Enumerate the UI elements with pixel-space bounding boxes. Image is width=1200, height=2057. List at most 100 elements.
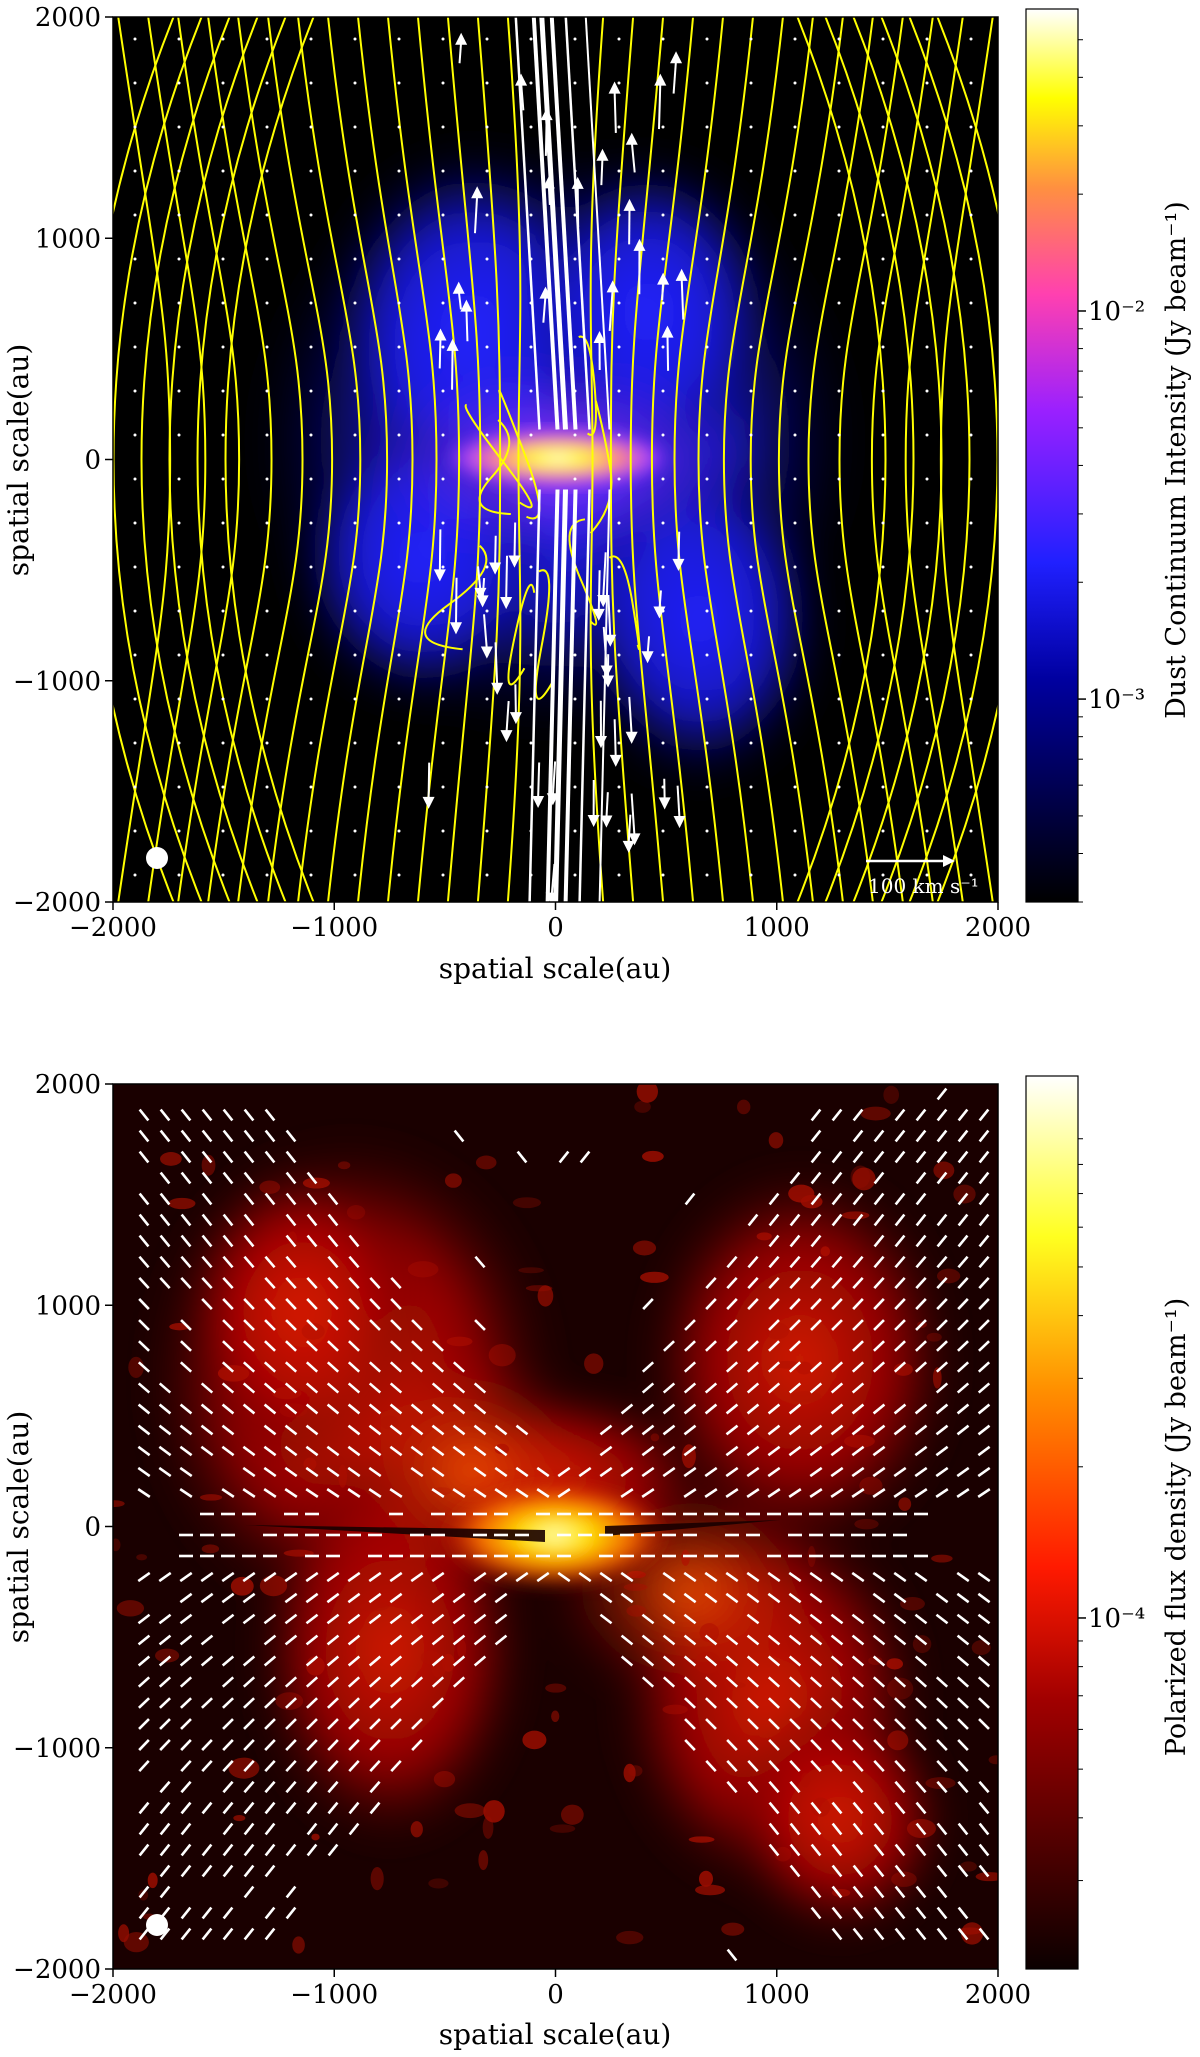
grid-dot <box>441 301 445 305</box>
polarization-vector <box>872 1655 886 1667</box>
grid-dot <box>925 829 929 833</box>
speckle <box>136 1554 148 1561</box>
polarization-vector <box>201 1129 213 1143</box>
grid-dot <box>265 697 269 701</box>
polarization-vector <box>851 1403 865 1415</box>
top-colorbar-label: Dust Continuum Intensity (Jy beam⁻¹) <box>1161 201 1192 719</box>
polarization-vector <box>704 1634 718 1646</box>
polarization-vector <box>494 1424 508 1436</box>
polarization-vector <box>222 1255 234 1269</box>
polarization-vector <box>158 1445 172 1457</box>
polarization-vector <box>662 1634 676 1646</box>
grid-dot <box>617 125 621 129</box>
grid-dot <box>705 81 709 85</box>
polarization-vector <box>599 1445 613 1457</box>
polarization-vector <box>348 1739 360 1751</box>
grid-dot <box>177 609 181 613</box>
polarization-vector <box>789 1319 801 1331</box>
grid-dot <box>353 609 357 613</box>
polarization-vector <box>201 1906 213 1920</box>
field-line <box>608 555 641 651</box>
polarization-vector <box>285 1739 297 1751</box>
polarization-vector <box>915 1255 927 1269</box>
polarization-vector <box>683 1655 697 1667</box>
polarization-vector <box>852 1801 864 1815</box>
polarization-vector <box>704 1592 718 1604</box>
y-tick-label: 1000 <box>35 224 101 254</box>
grid-dot <box>529 169 533 173</box>
polarization-vector <box>221 1445 235 1457</box>
velocity-arrowhead <box>509 712 522 725</box>
grid-dot <box>617 169 621 173</box>
speckle <box>800 1772 811 1788</box>
polarization-vector <box>788 1571 802 1583</box>
polarization-vector <box>662 1592 676 1604</box>
polarization-vector <box>957 1108 969 1122</box>
polarization-vector <box>873 1234 885 1248</box>
speckle <box>926 1332 942 1342</box>
polarization-vector <box>956 1361 970 1373</box>
polarization-vector <box>873 1150 885 1164</box>
polarization-vector <box>347 1488 361 1498</box>
polarization-vector <box>914 1613 928 1625</box>
speckle <box>868 1656 883 1666</box>
grid-dot <box>441 873 445 877</box>
polarization-vector <box>201 1927 213 1941</box>
polarization-vector <box>264 1276 276 1290</box>
grid-dot <box>573 345 577 349</box>
grid-dot <box>661 169 665 173</box>
grid-dot <box>617 565 621 569</box>
polarization-vector <box>789 1255 801 1269</box>
grid-dot <box>133 125 137 129</box>
magnetic-field-lines <box>113 17 998 902</box>
polarization-vector <box>767 1361 781 1373</box>
grid-dot <box>309 785 313 789</box>
grid-dot <box>881 125 885 129</box>
velocity-vector <box>607 595 612 638</box>
velocity-vector <box>473 194 479 234</box>
polarization-vector <box>683 1445 697 1457</box>
grid-dot <box>529 653 533 657</box>
grid-dot <box>177 785 181 789</box>
velocity-vector <box>494 642 499 687</box>
polarization-vector <box>137 1655 151 1667</box>
velocity-arrowhead <box>422 796 435 809</box>
grid-dot <box>661 741 665 745</box>
polarization-vector <box>747 1780 759 1794</box>
grid-dot <box>265 37 269 41</box>
polarization-vector <box>915 1213 927 1227</box>
polarization-vector <box>327 1255 339 1269</box>
speckle <box>168 1197 196 1210</box>
polarization-vector <box>347 1403 361 1415</box>
velocity-vector <box>613 90 617 133</box>
grid-dot <box>617 521 621 525</box>
polarization-vector <box>348 1255 360 1269</box>
polarization-vector <box>747 1213 759 1227</box>
velocity-arrowhead <box>446 338 459 351</box>
grid-dot <box>309 873 313 877</box>
polarization-vector <box>222 1276 234 1290</box>
polarization-vector <box>978 1718 990 1730</box>
polarization-vector <box>641 1488 655 1498</box>
polarization-vector <box>936 1718 948 1730</box>
polarization-vector <box>957 1234 969 1248</box>
polarization-vector <box>243 1150 255 1164</box>
polarization-vector <box>368 1592 382 1604</box>
polarization-vector <box>977 1424 991 1436</box>
polarization-vector <box>410 1403 424 1415</box>
polarization-vector <box>810 1822 822 1836</box>
polarization-vector <box>306 1192 318 1206</box>
grid-dot <box>661 345 665 349</box>
polarization-vectors <box>137 1087 991 1962</box>
top-colorbar <box>1025 8 1079 903</box>
speckle <box>457 1638 467 1659</box>
velocity-arrowhead <box>675 268 688 281</box>
polarization-vector <box>305 1655 319 1667</box>
polarization-vector <box>894 1780 906 1794</box>
polarization-vector <box>851 1424 865 1436</box>
polarization-vector <box>348 1319 360 1331</box>
top-panel: 100 km s⁻¹ −2000 −1000 0 1000 2000 −2000−100… <box>2 3 1192 985</box>
polarization-vector <box>852 1885 864 1899</box>
polarization-vector <box>978 1340 990 1352</box>
polarization-vector <box>957 1213 969 1227</box>
